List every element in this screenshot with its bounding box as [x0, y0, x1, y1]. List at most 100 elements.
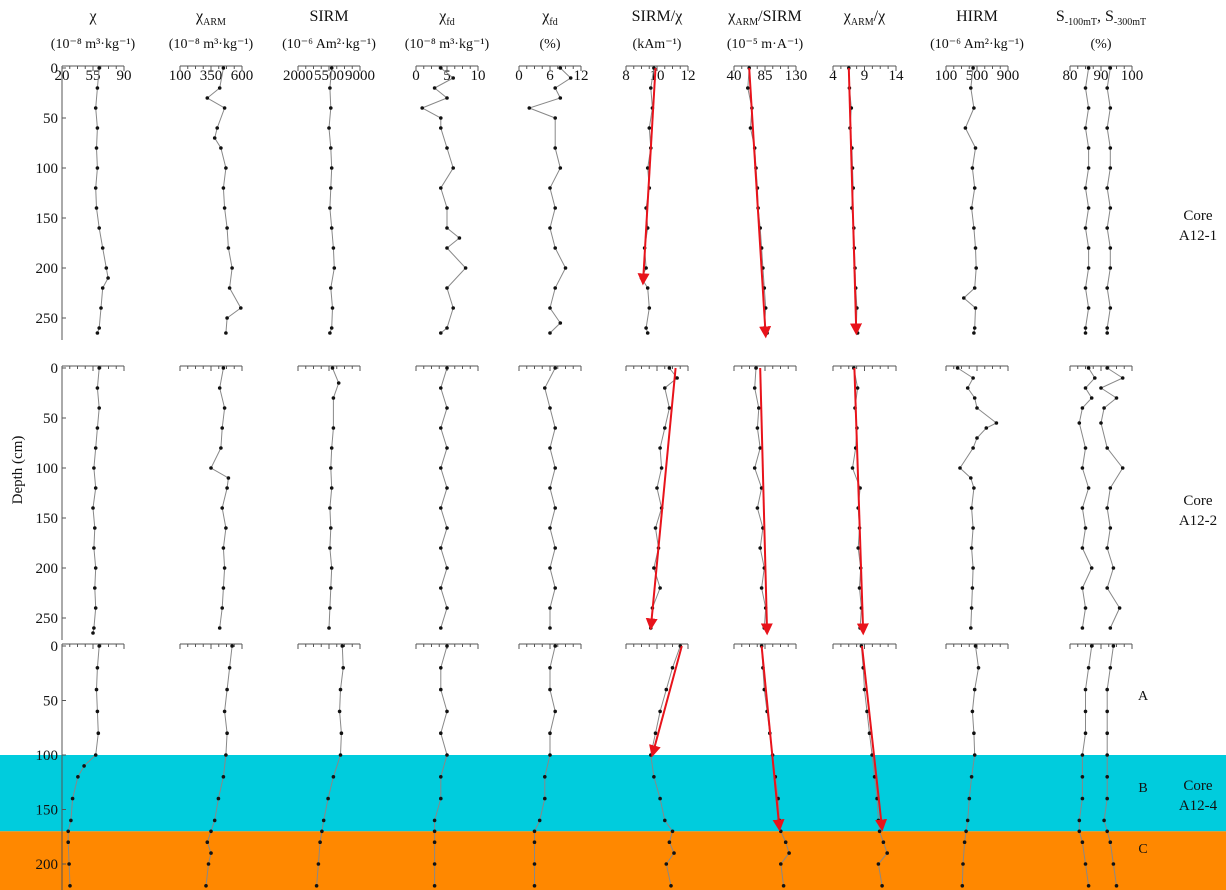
panel-title-sirm: SIRM [309, 8, 348, 25]
data-point [1120, 466, 1125, 470]
panel-units-chi_fd_pct: (%) [540, 37, 561, 52]
data-point [1108, 626, 1113, 630]
data-point [221, 66, 226, 70]
data-point [217, 86, 222, 90]
data-point [328, 206, 332, 210]
data-point [97, 406, 101, 410]
panel-titles: χ (10⁻⁸ m³·kg⁻¹) χARM (10⁻⁸ m³·kg⁻¹) SIRM (10… [51, 8, 1146, 52]
data-point [97, 226, 101, 230]
x-tick-label: 12 [574, 68, 589, 84]
data-point [1093, 376, 1097, 380]
data-point [969, 506, 974, 510]
panel-title-hirm: HIRM [956, 8, 998, 25]
data-point [975, 436, 979, 440]
data-point [548, 753, 552, 757]
data-point [752, 386, 757, 390]
data-point [329, 106, 333, 110]
data-point [328, 506, 332, 510]
data-point [95, 426, 100, 430]
data-point [970, 709, 975, 714]
data-point [206, 862, 211, 866]
depth-tick-label: 150 [36, 211, 59, 227]
data-point [95, 86, 100, 90]
data-point [99, 306, 103, 310]
data-point [850, 466, 855, 470]
data-point [97, 644, 101, 648]
panel-units-chi_fd: (10⁻⁸ m³·kg⁻¹) [405, 37, 490, 52]
data-point [432, 840, 437, 844]
data-point [329, 66, 334, 70]
data-point [876, 818, 881, 823]
profile-line-chi_fd-A12-2 [440, 367, 448, 629]
core-label-id: A12-4 [1179, 798, 1218, 814]
data-point [973, 306, 978, 310]
data-point [969, 606, 974, 610]
data-point [527, 106, 532, 110]
data-point [66, 840, 70, 844]
profile-line-chi_arm_sirm-A12-4 [761, 645, 790, 886]
profile-line-chi_arm_chi-A12-4 [860, 645, 888, 886]
data-point [338, 687, 343, 692]
data-point [783, 840, 788, 844]
data-point [1083, 186, 1088, 190]
x-tick-label: 6 [546, 68, 554, 84]
data-point [970, 586, 975, 590]
data-point [1083, 126, 1088, 130]
data-point [1077, 829, 1082, 834]
profile-line-chi_fd_pct-A12-2 [544, 367, 556, 628]
data-point [1080, 775, 1085, 779]
depth-axis-title: Depth (cm) [10, 436, 26, 505]
data-point [445, 753, 449, 757]
data-point [1105, 331, 1109, 335]
zone-label-A: A [1138, 689, 1149, 704]
data-point [212, 818, 217, 823]
data-point [644, 266, 648, 270]
data-point [532, 884, 537, 888]
panel-title-chi_fd_pct: χfd [541, 8, 557, 28]
data-point [1077, 421, 1082, 425]
data-point [93, 606, 98, 610]
data-point [972, 753, 977, 757]
data-point [1080, 466, 1085, 470]
data-point [209, 829, 213, 834]
data-point [963, 126, 968, 130]
data-point [553, 286, 557, 290]
data-point [439, 546, 443, 550]
profile-line-s_ratio-A12-2 [1099, 367, 1124, 629]
data-point [548, 566, 552, 570]
data-point [439, 796, 443, 801]
data-point [667, 840, 672, 844]
data-point [548, 406, 552, 410]
x-tick-label: 130 [785, 68, 808, 84]
data-point [1111, 644, 1116, 648]
data-point [553, 146, 557, 150]
depth-tick-label: 250 [36, 311, 59, 327]
data-point [94, 687, 99, 692]
data-point [445, 146, 449, 150]
data-point [329, 486, 334, 490]
data-point [663, 386, 667, 390]
data-point [1089, 396, 1094, 400]
data-point [445, 96, 449, 100]
data-point [973, 146, 978, 150]
data-point [1080, 546, 1085, 550]
core-label-name: Core [1183, 493, 1213, 509]
data-point [881, 840, 886, 844]
data-point [553, 116, 557, 120]
data-point [224, 331, 228, 335]
trend-arrows [637, 67, 888, 832]
data-point [880, 884, 884, 888]
data-point [752, 466, 757, 470]
data-point [68, 884, 72, 888]
data-point [95, 709, 100, 714]
data-point [93, 446, 98, 450]
data-point [339, 731, 344, 735]
data-point [329, 566, 334, 570]
data-point [439, 116, 443, 120]
data-point [1083, 226, 1088, 230]
data-point [432, 829, 437, 834]
data-point [867, 731, 872, 735]
data-point [93, 486, 98, 490]
depth-tick-label: 100 [36, 461, 59, 477]
x-tick-label: 90 [117, 68, 132, 84]
